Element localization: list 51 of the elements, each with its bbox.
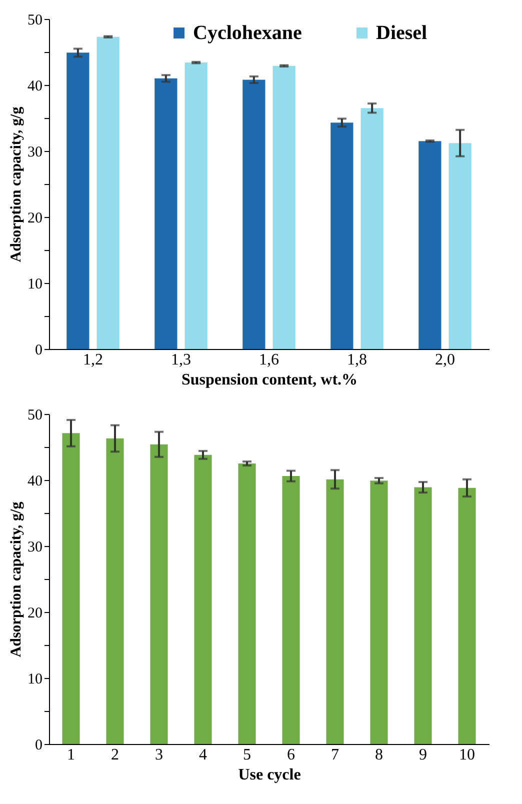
bar — [272, 66, 296, 349]
x-tick-label: 6 — [287, 746, 295, 764]
legend-label: Cyclohexane — [193, 22, 302, 44]
y-tick-label: 10 — [28, 276, 42, 292]
x-tick-label: 1 — [67, 746, 75, 764]
x-tick-label: 1,6 — [259, 352, 279, 368]
x-tick-label: 1,8 — [347, 352, 367, 368]
x-axis-title: Suspension content, wt.% — [181, 372, 358, 388]
bar — [154, 78, 178, 349]
y-axis-title: Adsorption capacity, g/g — [8, 106, 24, 262]
y-tick-label: 30 — [28, 540, 42, 556]
bar — [96, 36, 120, 349]
x-tick-label: 2 — [111, 746, 119, 764]
y-tick-label: 0 — [35, 342, 42, 358]
x-tick-label: 8 — [375, 746, 383, 764]
bar — [330, 122, 354, 349]
y-tick-label: 40 — [28, 474, 42, 490]
bar — [414, 487, 432, 744]
bar — [326, 479, 344, 744]
x-tick-label: 3 — [155, 746, 163, 764]
bar — [150, 444, 168, 744]
bar — [282, 476, 300, 744]
y-tick-label: 20 — [28, 606, 42, 622]
bar — [458, 488, 476, 744]
y-axis-title: Adsorption capacity, g/g — [8, 501, 24, 658]
y-tick-label: 50 — [28, 408, 42, 424]
x-tick-label: 1,2 — [83, 352, 103, 368]
bar — [184, 62, 208, 349]
bar — [106, 438, 124, 744]
bar — [66, 52, 90, 349]
x-tick-label: 1,3 — [171, 352, 191, 368]
y-tick-label: 20 — [28, 210, 42, 226]
x-tick-label: 7 — [331, 746, 339, 764]
y-tick-label: 10 — [28, 672, 42, 688]
x-tick-label: 10 — [459, 746, 475, 764]
y-tick-label: 0 — [35, 738, 42, 754]
x-tick-label: 9 — [419, 746, 427, 764]
bar — [62, 433, 80, 744]
bar — [194, 454, 212, 744]
legend-label: Diesel — [376, 22, 428, 44]
y-tick-label: 30 — [28, 144, 42, 160]
bar — [418, 141, 442, 349]
y-tick-label: 50 — [28, 12, 42, 28]
x-tick-label: 5 — [243, 746, 251, 764]
bar — [448, 143, 472, 349]
x-tick-label: 2,0 — [435, 352, 455, 368]
x-axis-title: Use cycle — [238, 766, 301, 784]
bar — [242, 80, 266, 349]
y-tick-label: 40 — [28, 78, 42, 94]
bar — [360, 108, 384, 349]
x-tick-label: 4 — [199, 746, 207, 764]
